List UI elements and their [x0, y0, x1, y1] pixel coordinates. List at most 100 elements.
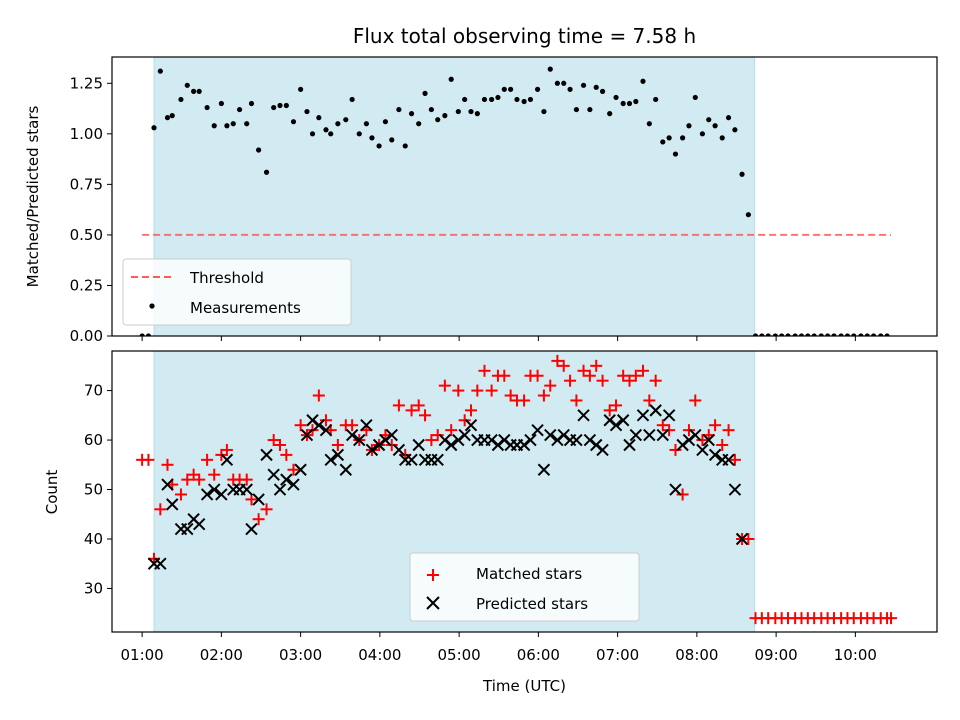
- measurements-point: [363, 121, 369, 127]
- matched-stars-point: [174, 488, 187, 501]
- measurements-point: [230, 121, 236, 127]
- matched-stars-point: [280, 448, 293, 461]
- predicted-stars-point: [252, 493, 265, 506]
- top-legend: Threshold Measurements: [122, 258, 352, 326]
- matched-stars-point: [465, 404, 478, 417]
- measurements-point: [408, 111, 415, 117]
- matched-stars-point: [689, 394, 702, 407]
- measurements-point: [435, 117, 441, 123]
- matched-stars-point: [405, 404, 418, 417]
- predicted-stars-point: [166, 498, 179, 511]
- y-tick-label: 70: [84, 382, 103, 400]
- legend-entry-matched-stars: Matched stars: [476, 565, 582, 583]
- measurements-point: [416, 121, 422, 127]
- matched-stars-point: [643, 394, 656, 407]
- measurements-point: [772, 333, 778, 336]
- y-tick-label: 50: [84, 481, 103, 499]
- predicted-stars-point: [220, 453, 234, 467]
- x-tick-label: 07:00: [596, 646, 639, 664]
- measurements-legend-swatch: [149, 303, 155, 309]
- matched-stars-point: [716, 438, 729, 451]
- measurements-point: [561, 80, 567, 86]
- y-tick-label: 0.75: [70, 175, 103, 193]
- measurements-point: [818, 333, 824, 336]
- measurements-point: [298, 86, 304, 92]
- matched-stars-point: [274, 438, 287, 451]
- predicted-stars-point: [524, 433, 537, 447]
- measurements-point: [422, 90, 428, 96]
- matched-stars-legend-swatch: [427, 569, 439, 581]
- matched-stars-point: [636, 364, 649, 377]
- measurements-point: [884, 333, 890, 336]
- y-tick-label: 40: [84, 530, 103, 548]
- predicted-stars-point: [360, 419, 373, 432]
- predicted-stars-point: [200, 488, 214, 501]
- measurements-point: [521, 98, 527, 105]
- measurements-point: [686, 123, 692, 129]
- matched-stars-point: [392, 399, 405, 412]
- predicted-stars-point: [689, 428, 702, 442]
- measurements-point: [316, 115, 322, 121]
- matched-stars-point: [201, 453, 214, 466]
- x-tick-label: 01:00: [120, 646, 163, 664]
- measurements-point: [508, 86, 514, 92]
- predicted-stars-point: [412, 438, 425, 452]
- top-y-axis-label: Matched/Predicted stars: [24, 106, 42, 288]
- top-legend-frame: [122, 258, 352, 326]
- measurements-point: [204, 104, 210, 111]
- measurements-point: [191, 88, 197, 94]
- measurements-point: [343, 117, 349, 123]
- x-tick-label: 04:00: [358, 646, 401, 664]
- matched-stars-point: [557, 359, 570, 372]
- matched-stars-point: [438, 379, 451, 392]
- matched-stars-point: [294, 419, 307, 432]
- measurements-point: [712, 123, 718, 129]
- matched-stars-point: [412, 399, 425, 412]
- predicted-stars-point: [464, 419, 478, 432]
- matched-stars-point: [319, 414, 332, 427]
- measurements-point: [256, 147, 262, 153]
- predicted-stars-point: [623, 438, 636, 452]
- measurements-point: [196, 88, 202, 94]
- x-tick-label: 06:00: [517, 646, 560, 664]
- x-tick-label: 03:00: [279, 646, 322, 664]
- predicted-stars-point: [636, 409, 650, 422]
- y-tick-label: 0.25: [70, 276, 103, 294]
- x-tick-label: 09:00: [755, 646, 798, 664]
- measurements-point: [349, 96, 355, 103]
- matched-stars-point: [181, 473, 194, 486]
- matched-stars-point: [220, 443, 233, 456]
- measurements-point: [798, 333, 805, 336]
- x-tick-label: 10:00: [834, 646, 877, 664]
- matched-stars-point: [478, 364, 491, 377]
- predicted-stars-point: [458, 428, 471, 442]
- matched-stars-point: [603, 404, 616, 417]
- predicted-stars-point: [324, 453, 337, 467]
- matched-stars-point: [617, 369, 630, 382]
- measurements-point: [534, 86, 541, 92]
- measurements-point: [455, 108, 461, 115]
- matched-stars-point: [709, 419, 722, 432]
- predicted-stars-point: [287, 478, 300, 491]
- measurements-point: [382, 119, 389, 125]
- measurements-point: [878, 333, 884, 336]
- matched-stars-point: [154, 503, 167, 516]
- measurements-point: [620, 100, 626, 107]
- predicted-stars-point: [392, 443, 406, 457]
- measurements-point: [811, 333, 817, 336]
- measurements-point: [725, 115, 732, 121]
- matched-stars-point: [208, 468, 221, 481]
- measurements-point: [178, 96, 184, 103]
- measurements-point: [633, 98, 639, 105]
- measurements-point: [626, 100, 633, 107]
- matched-stars-point: [570, 394, 583, 407]
- x-tick-label: 05:00: [438, 646, 481, 664]
- y-tick-label: 0.50: [70, 226, 103, 244]
- matched-stars-point: [431, 429, 444, 442]
- predicted-stars-point: [696, 443, 709, 457]
- predicted-stars-point: [405, 453, 418, 467]
- predicted-stars-point: [537, 463, 551, 476]
- measurements-point: [825, 333, 831, 336]
- bottom-y-axis-label: Count: [43, 470, 61, 515]
- predicted-stars-point: [154, 557, 167, 570]
